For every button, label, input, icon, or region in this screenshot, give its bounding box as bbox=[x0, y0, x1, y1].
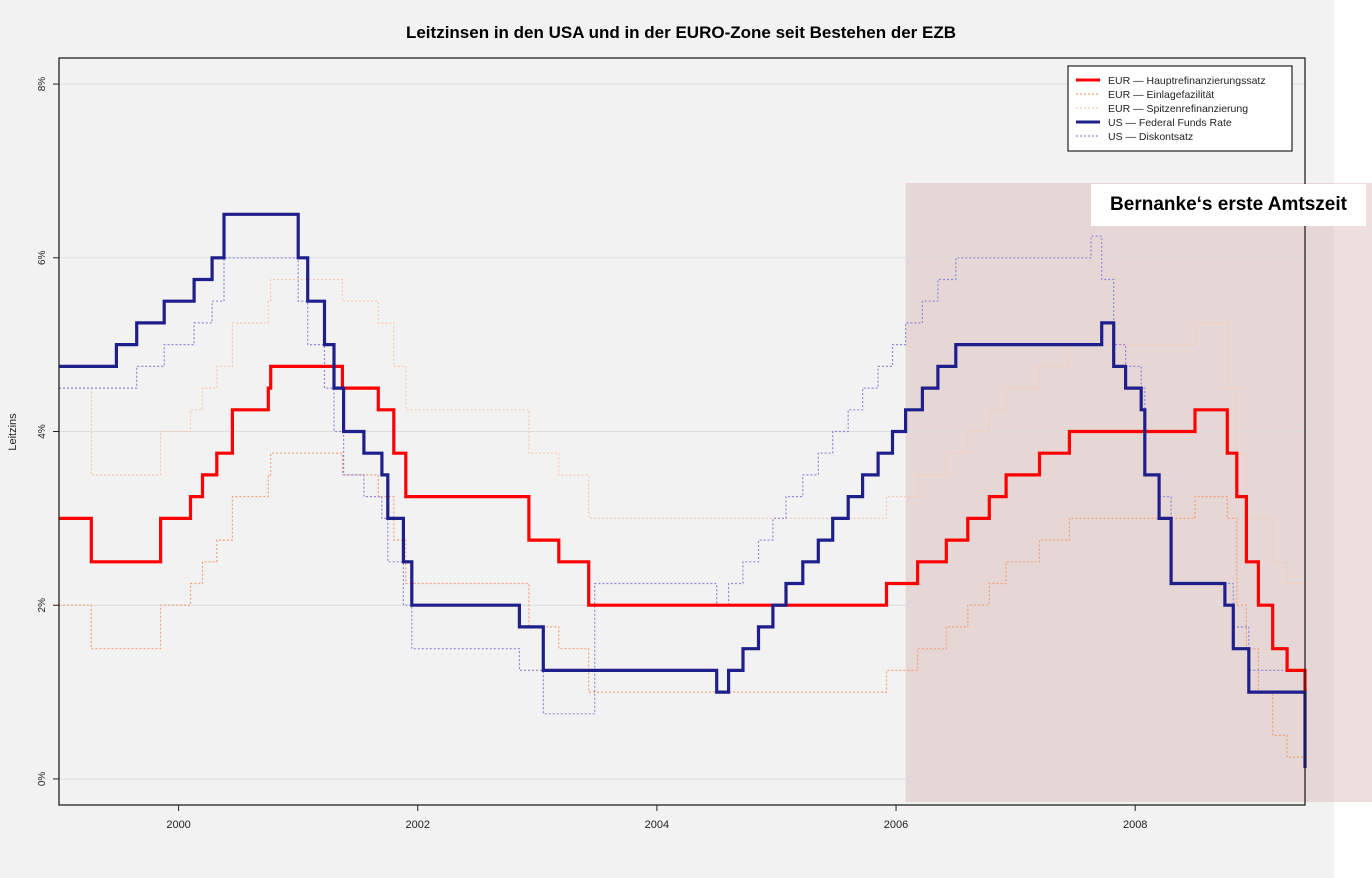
y-axis-label: Leitzins bbox=[7, 413, 19, 451]
y-tick-label: 6% bbox=[37, 250, 48, 265]
legend-label: EUR — Spitzenrefinanzierung bbox=[1108, 103, 1248, 115]
series-line-eur-einlagefazilit-t bbox=[59, 452, 1305, 758]
series-line-eur-hauptrefinanzierungssatz bbox=[59, 364, 1307, 693]
y-tick-label: 0% bbox=[37, 772, 48, 787]
highlight-label: Bernanke‘s erste Amtszeit bbox=[1091, 184, 1366, 226]
x-tick-label: 2006 bbox=[884, 819, 908, 831]
y-tick-label: 8% bbox=[37, 77, 48, 92]
legend-label: EUR — Einlagefazilität bbox=[1108, 89, 1214, 101]
series-line-us-federal-funds-rate bbox=[59, 212, 1307, 769]
legend: EUR — Hauptrefinanzierungssatz EUR — Einl… bbox=[1067, 65, 1293, 152]
series-line-eur-spitzenrefinanzierung bbox=[59, 278, 1306, 627]
x-tick-label: 2008 bbox=[1123, 819, 1147, 831]
chart-title: Leitzinsen in den USA und in der EURO-Zo… bbox=[406, 23, 956, 42]
legend-box bbox=[1067, 65, 1293, 152]
highlight-band bbox=[905, 183, 1372, 802]
x-tick-label: 2000 bbox=[166, 819, 190, 831]
legend-label: US — Federal Funds Rate bbox=[1108, 117, 1232, 129]
y-tick-label: 2% bbox=[37, 598, 48, 613]
x-tick-label: 2002 bbox=[405, 819, 429, 831]
x-tick-label: 2004 bbox=[645, 819, 669, 831]
y-tick-label: 4% bbox=[37, 424, 48, 439]
legend-label: EUR — Hauptrefinanzierungssatz bbox=[1108, 75, 1266, 87]
legend-label: US — Diskontsatz bbox=[1108, 131, 1193, 143]
